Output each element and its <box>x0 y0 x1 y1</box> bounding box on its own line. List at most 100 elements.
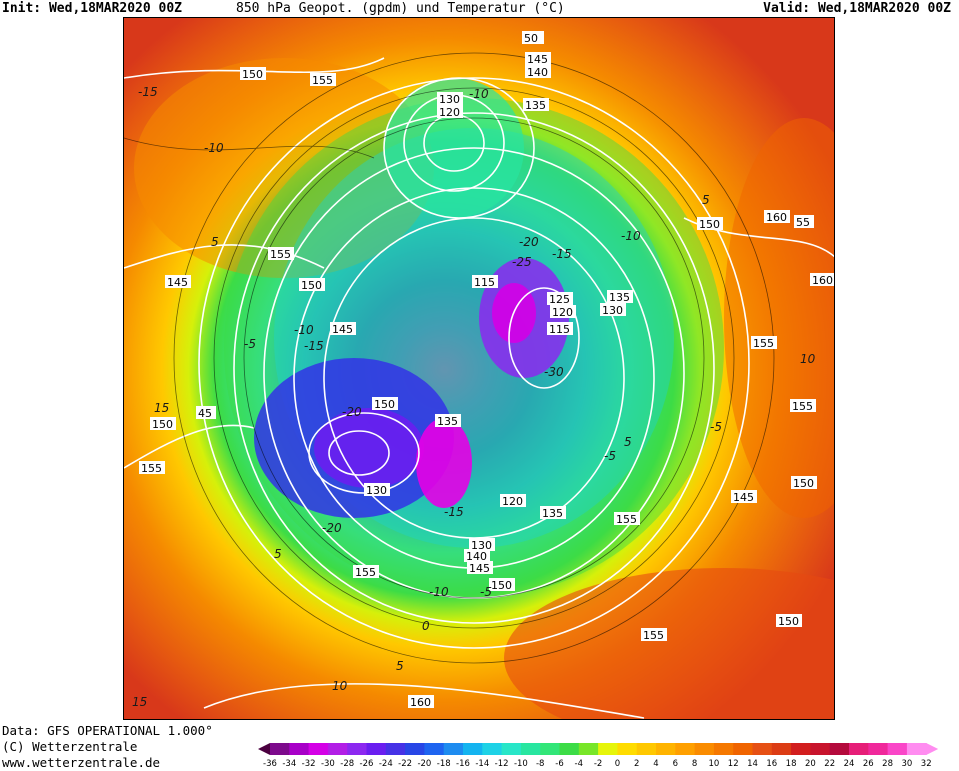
temp-label: 5 <box>624 435 632 449</box>
svg-text:155: 155 <box>141 462 162 475</box>
legend-arrow-low <box>258 743 270 755</box>
svg-text:130: 130 <box>602 304 623 317</box>
legend-swatch <box>636 743 657 755</box>
height-label: 155 <box>268 247 294 261</box>
svg-text:155: 155 <box>312 74 333 87</box>
temp-label: -20 <box>342 405 362 419</box>
svg-text:55: 55 <box>796 216 810 229</box>
svg-text:140: 140 <box>466 550 487 563</box>
temp-label: -5 <box>710 420 722 434</box>
height-label: 160 <box>810 273 834 287</box>
chart-title: 850 hPa Geopot. (gpdm) und Temperatur (°… <box>236 1 565 16</box>
cold-core <box>314 408 424 488</box>
temperature-contours <box>124 52 775 664</box>
temp-label: 5 <box>702 193 710 207</box>
legend-swatch <box>501 743 522 755</box>
height-label: 130 <box>600 303 626 317</box>
height-label: 135 <box>540 506 566 520</box>
legend-swatch <box>327 743 348 755</box>
svg-text:135: 135 <box>542 507 563 520</box>
legend-tick-label: -36 <box>263 759 277 768</box>
height-label: 120 <box>550 305 576 319</box>
temperature-labels: -15 -10 5 15 -10 -5 5 -10 -15 -20 -25 -3… <box>132 85 816 709</box>
svg-text:155: 155 <box>643 629 664 642</box>
height-label: 130 <box>364 483 390 497</box>
legend-swatch <box>713 743 734 755</box>
legend-swatch <box>289 743 310 755</box>
temp-label: 5 <box>274 547 282 561</box>
legend-tick-label: 20 <box>805 759 816 768</box>
legend-swatch <box>578 743 599 755</box>
legend-swatch <box>559 743 580 755</box>
legend-tick-label: -14 <box>475 759 489 768</box>
legend-tick-label: -34 <box>282 759 296 768</box>
svg-text:155: 155 <box>355 566 376 579</box>
legend-swatch <box>443 743 464 755</box>
height-label: 155 <box>139 461 165 475</box>
height-label: 155 <box>614 512 640 526</box>
legend-tick-label: 24 <box>844 759 855 768</box>
svg-text:135: 135 <box>437 415 458 428</box>
height-label: 45 <box>196 406 216 420</box>
height-label: 145 <box>467 561 493 575</box>
legend-swatch <box>887 743 908 755</box>
temp-label: -30 <box>544 365 564 379</box>
height-label: 155 <box>641 628 667 642</box>
temp-label: -5 <box>244 337 256 351</box>
temp-label: -20 <box>322 521 342 535</box>
legend-tick-label: -22 <box>398 759 412 768</box>
legend-swatch <box>675 743 696 755</box>
svg-text:160: 160 <box>812 274 833 287</box>
legend-tick-label: -16 <box>456 759 470 768</box>
svg-text:150: 150 <box>374 398 395 411</box>
legend-swatch <box>694 743 715 755</box>
svg-text:160: 160 <box>410 696 431 709</box>
legend-swatch <box>270 743 290 755</box>
legend-swatch <box>733 743 753 755</box>
legend-tick-label: -32 <box>302 759 316 768</box>
svg-text:145: 145 <box>469 562 490 575</box>
cold-core <box>416 418 472 508</box>
svg-text:50: 50 <box>524 32 538 45</box>
temp-label: 15 <box>132 695 147 709</box>
temp-label: -15 <box>552 247 572 261</box>
svg-text:145: 145 <box>332 323 353 336</box>
valid-time: Valid: Wed,18MAR2020 00Z <box>763 1 951 16</box>
legend-tick-label: 8 <box>692 759 697 768</box>
legend-tick-label: 10 <box>708 759 719 768</box>
svg-text:120: 120 <box>502 495 523 508</box>
height-label: 150 <box>776 614 802 628</box>
svg-text:120: 120 <box>552 306 573 319</box>
legend-tick-label: 28 <box>882 759 893 768</box>
svg-text:150: 150 <box>242 68 263 81</box>
temp-label: 10 <box>800 352 816 366</box>
legend-tick-label: -4 <box>575 759 583 768</box>
temp-label: -25 <box>512 255 532 269</box>
height-label: 150 <box>489 578 515 592</box>
height-label: 140 <box>464 549 490 563</box>
legend-tick-label: -8 <box>536 759 544 768</box>
svg-text:160: 160 <box>766 211 787 224</box>
legend-tick-label: -26 <box>360 759 374 768</box>
website-url: www.wetterzentrale.de <box>2 755 161 770</box>
svg-text:45: 45 <box>198 407 212 420</box>
temp-label: -5 <box>480 585 492 599</box>
temp-label: -10 <box>621 229 641 243</box>
height-label: 155 <box>310 73 336 87</box>
svg-text:150: 150 <box>152 418 173 431</box>
svg-text:155: 155 <box>792 400 813 413</box>
temp-label: -10 <box>469 87 489 101</box>
temp-label: -10 <box>294 323 314 337</box>
temp-label: 0 <box>422 619 430 633</box>
height-label: 150 <box>299 278 325 292</box>
legend-swatch <box>405 743 425 755</box>
warm-region <box>504 568 834 719</box>
svg-text:150: 150 <box>699 218 720 231</box>
temp-label: -10 <box>204 141 224 155</box>
svg-text:145: 145 <box>733 491 754 504</box>
temp-label: -15 <box>304 339 324 353</box>
svg-text:150: 150 <box>793 477 814 490</box>
legend-swatch <box>366 743 387 755</box>
legend-swatch <box>482 743 503 755</box>
legend-swatch <box>752 743 773 755</box>
